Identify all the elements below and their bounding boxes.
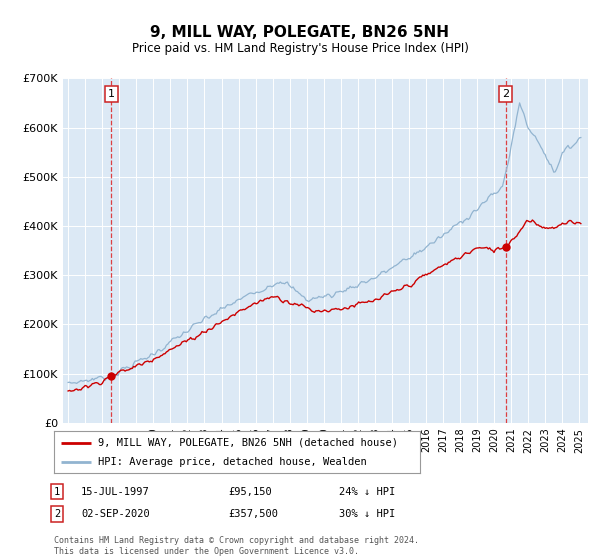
Text: 15-JUL-1997: 15-JUL-1997 [81,487,150,497]
Text: 24% ↓ HPI: 24% ↓ HPI [339,487,395,497]
Text: 30% ↓ HPI: 30% ↓ HPI [339,509,395,519]
Text: 02-SEP-2020: 02-SEP-2020 [81,509,150,519]
Text: £95,150: £95,150 [228,487,272,497]
Text: 1: 1 [54,487,60,497]
Text: 9, MILL WAY, POLEGATE, BN26 5NH: 9, MILL WAY, POLEGATE, BN26 5NH [151,25,449,40]
Text: Price paid vs. HM Land Registry's House Price Index (HPI): Price paid vs. HM Land Registry's House … [131,42,469,55]
Text: 2: 2 [54,509,60,519]
Text: HPI: Average price, detached house, Wealden: HPI: Average price, detached house, Weal… [98,457,367,467]
Text: 9, MILL WAY, POLEGATE, BN26 5NH (detached house): 9, MILL WAY, POLEGATE, BN26 5NH (detache… [98,437,398,447]
Text: £357,500: £357,500 [228,509,278,519]
Text: 1: 1 [108,89,115,99]
Text: 2: 2 [502,89,509,99]
Text: Contains HM Land Registry data © Crown copyright and database right 2024.
This d: Contains HM Land Registry data © Crown c… [54,536,419,556]
